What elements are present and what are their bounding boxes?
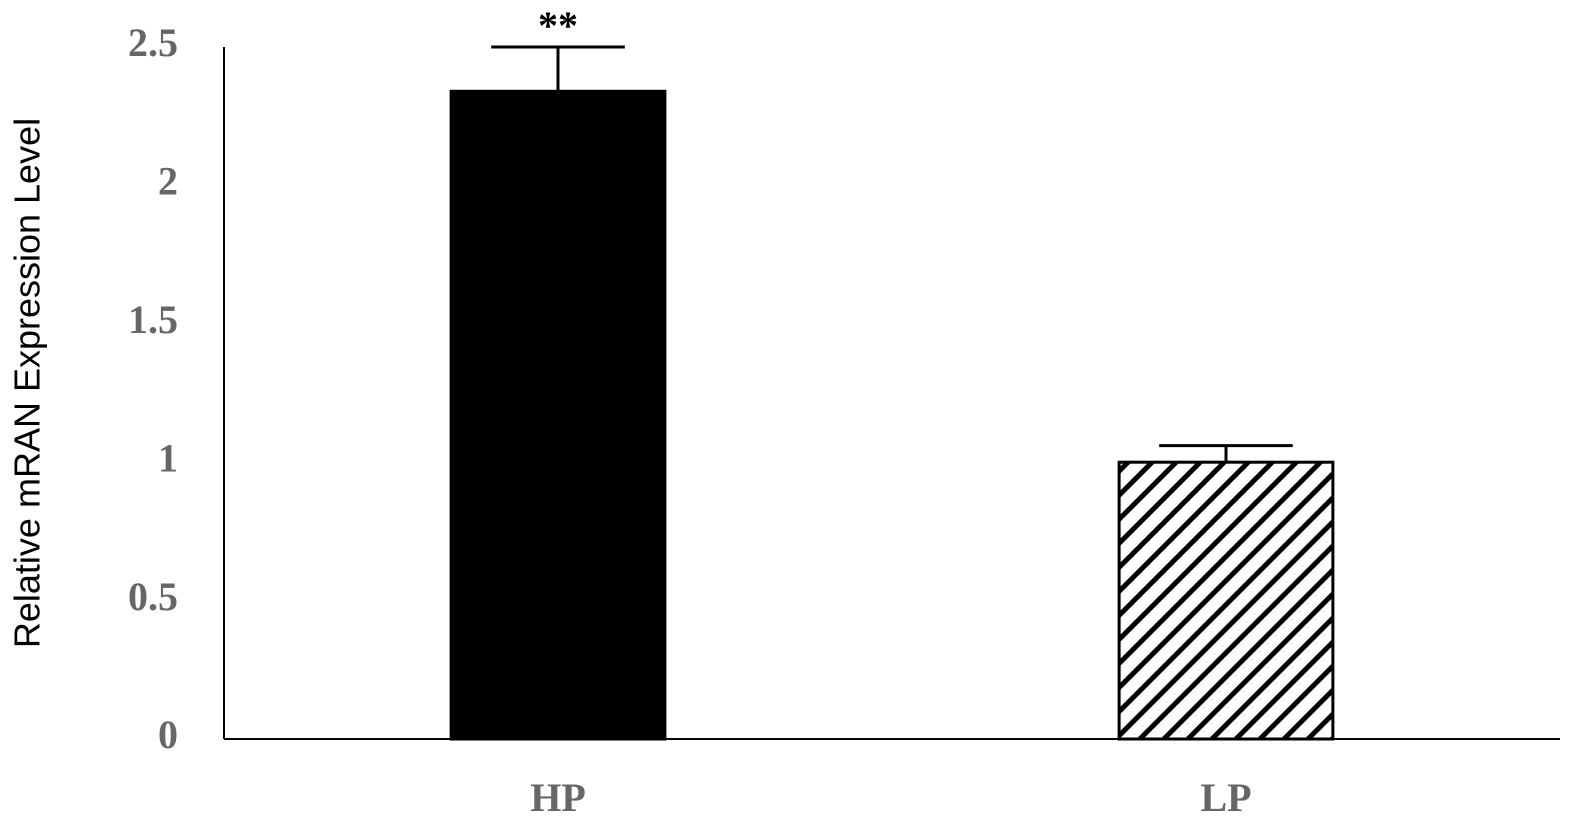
bar [1117,460,1335,741]
y-tick-label: 0 [158,712,178,757]
y-axis-title: Relative mRAN Expression Level [7,118,48,648]
y-tick-label: 0.5 [128,574,178,619]
significance-label: ** [538,3,578,48]
y-tick-label: 1 [158,435,178,480]
bar [449,89,667,741]
y-tick-label: 2 [158,159,178,204]
y-tick-label: 1.5 [128,297,178,342]
y-tick-label: 2.5 [128,20,178,65]
x-tick-label: LP [1200,775,1251,820]
x-tick-label: HP [530,775,586,820]
